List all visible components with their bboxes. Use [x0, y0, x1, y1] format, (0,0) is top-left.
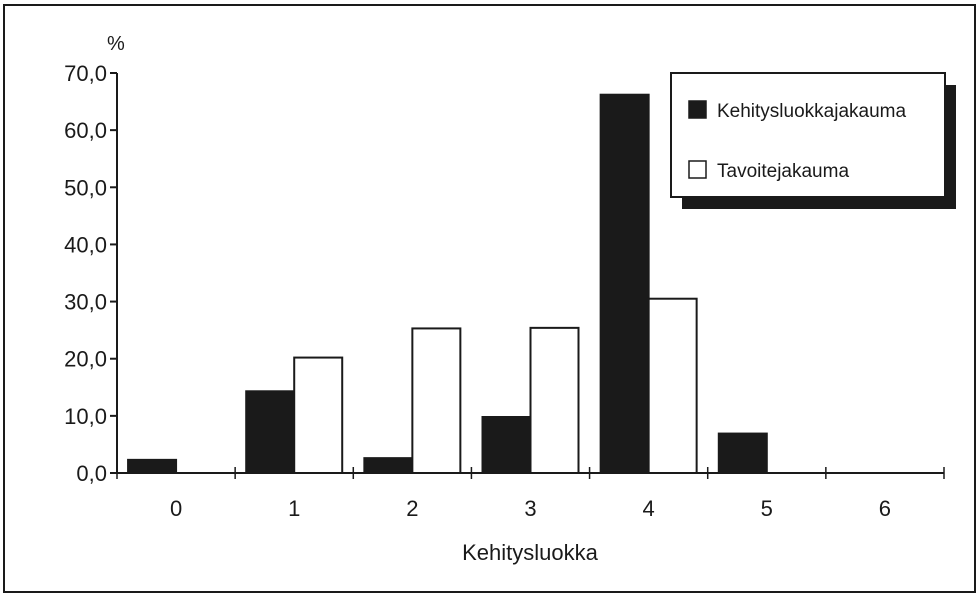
- y-tick-label: 50,0: [64, 175, 107, 200]
- bar-Kehitysluokkajakauma-0: [127, 458, 178, 475]
- y-axis-label: %: [107, 33, 125, 55]
- legend: Kehitysluokkajakauma Tavoitejakauma: [670, 72, 956, 209]
- legend-box: [670, 72, 946, 198]
- bar-Kehitysluokkajakauma-2: [363, 457, 414, 474]
- bar-Tavoitejakauma-2: [411, 327, 462, 474]
- x-tick-label: 4: [643, 496, 655, 521]
- y-tick-label: 20,0: [64, 347, 107, 372]
- legend-label: Tavoitejakauma: [717, 161, 849, 182]
- y-tick-label: 40,0: [64, 232, 107, 257]
- y-tick-label: 70,0: [64, 61, 107, 86]
- bar-Kehitysluokkajakauma-1: [245, 390, 296, 474]
- legend-label: Kehitysluokkajakauma: [717, 101, 906, 122]
- x-tick-label: 3: [524, 496, 536, 521]
- x-tick-label: 6: [879, 496, 891, 521]
- bar-Tavoitejakauma-4: [647, 297, 698, 475]
- bar-Kehitysluokkajakauma-4: [599, 93, 650, 474]
- legend-swatch-Tavoitejakauma: [688, 160, 707, 179]
- x-tick-label: 1: [288, 496, 300, 521]
- bar-Kehitysluokkajakauma-5: [717, 432, 768, 475]
- x-tick-label: 2: [406, 496, 418, 521]
- bar-Kehitysluokkajakauma-3: [481, 416, 532, 474]
- bars: [127, 93, 768, 475]
- bar-Tavoitejakauma-1: [293, 356, 344, 475]
- x-tick-label: 0: [170, 496, 182, 521]
- bar-Tavoitejakauma-3: [529, 326, 580, 474]
- x-axis-label: Kehitysluokka: [462, 540, 599, 565]
- y-tick-label: 30,0: [64, 290, 107, 315]
- y-tick-label: 10,0: [64, 404, 107, 429]
- y-tick-label: 0,0: [76, 461, 107, 486]
- x-tick-label: 5: [761, 496, 773, 521]
- legend-swatch-Kehitysluokkajakauma: [688, 100, 707, 119]
- y-tick-label: 60,0: [64, 118, 107, 143]
